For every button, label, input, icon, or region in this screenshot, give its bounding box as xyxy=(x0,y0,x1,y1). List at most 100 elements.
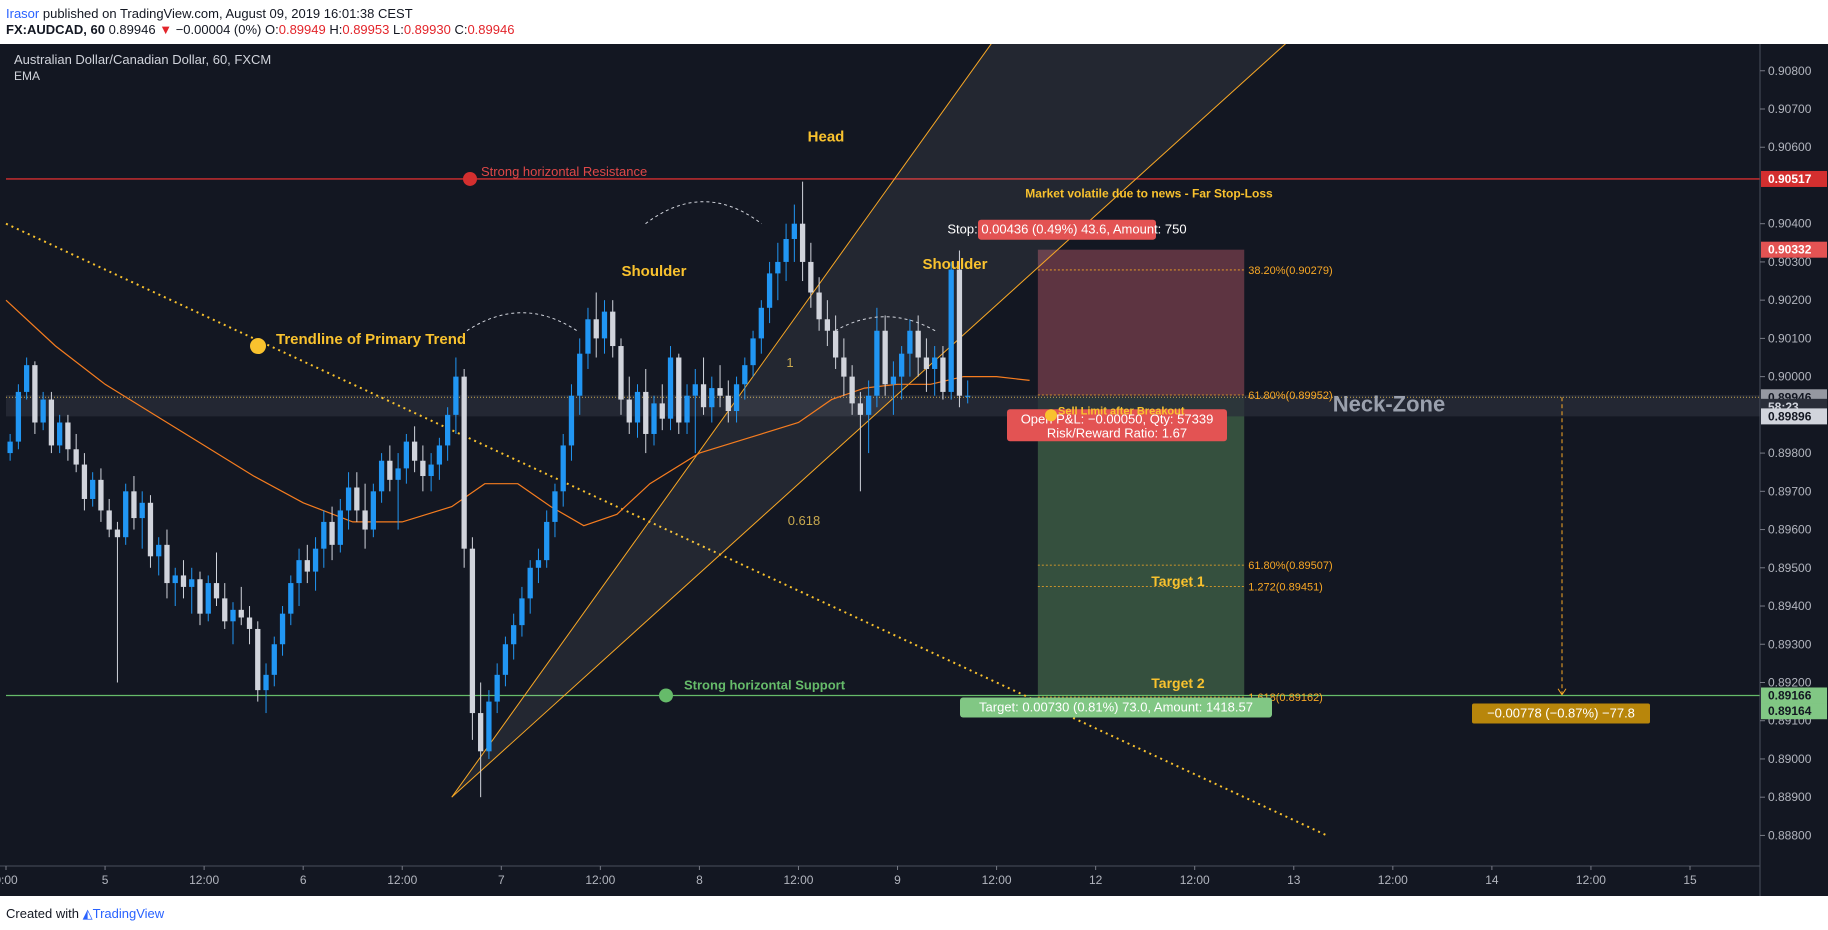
candle-body xyxy=(651,403,657,434)
chart-title: Australian Dollar/Canadian Dollar, 60, F… xyxy=(14,52,271,67)
candle-body xyxy=(428,464,434,477)
high-label: H: xyxy=(329,22,343,37)
target-box: Target: 0.00730 (0.81%) 73.0, Amount: 14… xyxy=(960,697,1272,718)
x-tick-label: 12:00 xyxy=(1576,873,1606,887)
x-tick-label: 12:00 xyxy=(387,873,417,887)
candle-body xyxy=(304,560,310,572)
y-tick-label: 0.90000 xyxy=(1768,370,1812,384)
x-tick-label: 14 xyxy=(1485,873,1499,887)
candle-body xyxy=(98,479,104,511)
candle-body xyxy=(923,357,930,369)
price-label-text: 0.90517 xyxy=(1768,172,1812,186)
x-tick-label: 12:00 xyxy=(982,873,1012,887)
price-label: 0.90517 xyxy=(1761,170,1827,187)
candle-body xyxy=(23,365,30,392)
pnl-box: Open P&L: −0.00050, Qty: 57339Risk/Rewar… xyxy=(1007,409,1227,442)
position-zones xyxy=(1037,249,1245,696)
candle-body xyxy=(717,388,723,396)
target2-label: Target 2 xyxy=(1151,675,1205,691)
author-link[interactable]: Irasor xyxy=(6,6,40,21)
candle-body xyxy=(494,674,500,702)
pnl-box-bg xyxy=(1007,409,1227,442)
primary-trendline xyxy=(5,222,1328,837)
chart-footer: Created with ◭TradingView xyxy=(0,896,1828,930)
candle-body xyxy=(626,399,632,423)
last-price: 0.89946 xyxy=(108,22,156,37)
y-tick-label: 0.89600 xyxy=(1768,523,1812,537)
open-value: 0.89949 xyxy=(278,22,326,37)
y-tick-label: 0.89500 xyxy=(1768,561,1812,575)
candle-body xyxy=(502,644,509,675)
candle-body xyxy=(90,479,96,499)
candle-body xyxy=(865,395,872,415)
candle-body xyxy=(577,353,583,396)
y-tick-label: 0.89200 xyxy=(1768,675,1812,689)
pnl-box-text: Open P&L: −0.00050, Qty: 57339 xyxy=(1021,411,1214,426)
fan-ray xyxy=(451,44,1287,798)
candle-body xyxy=(519,598,525,626)
tradingview-brand[interactable]: TradingView xyxy=(92,906,165,921)
price-label: 0.89164 xyxy=(1761,703,1827,720)
y-tick-label: 0.89800 xyxy=(1768,446,1812,460)
candle-body xyxy=(568,395,575,446)
candle-body xyxy=(849,376,855,404)
candle-body xyxy=(799,223,806,262)
tradingview-logo-icon[interactable]: ◭ xyxy=(82,906,93,921)
close-value: 0.89946 xyxy=(467,22,515,37)
x-tick-label: 6 xyxy=(300,873,307,887)
candle-body xyxy=(15,391,22,442)
candle-body xyxy=(816,292,822,320)
price-chart[interactable]: 38.20%(0.90279) 61.80%(0.89952) 61.80%(0.8… xyxy=(0,44,1828,896)
candle-body xyxy=(593,319,599,339)
y-tick-label: 0.88800 xyxy=(1768,828,1812,842)
price-label-text: 0.89166 xyxy=(1768,688,1812,702)
candle-body xyxy=(907,330,913,354)
candle-body xyxy=(147,502,154,557)
candle-body xyxy=(279,613,286,645)
y-tick-label: 0.90400 xyxy=(1768,217,1812,231)
candle-body xyxy=(511,625,517,645)
stop-box-bg xyxy=(978,219,1156,240)
resistance-label: Strong horizontal Resistance xyxy=(481,164,647,179)
candle-body xyxy=(114,529,121,538)
candle-body xyxy=(742,365,748,385)
chart-background xyxy=(0,44,1828,896)
candle-body xyxy=(461,376,467,549)
candle-body xyxy=(725,395,731,412)
fib-level-label: 1.272(0.89451) xyxy=(1248,582,1323,594)
candle-body xyxy=(32,365,38,423)
y-tick-label: 0.89300 xyxy=(1768,637,1812,651)
x-tick-label: 13 xyxy=(1287,873,1301,887)
candle-body xyxy=(527,567,533,599)
candle-body xyxy=(486,701,492,752)
left-shoulder-arc xyxy=(466,312,578,332)
candle-body xyxy=(444,414,451,446)
time-axis-bg xyxy=(0,866,1760,896)
y-tick-label: 0.90300 xyxy=(1768,255,1812,269)
candle-body xyxy=(40,399,46,423)
y-tick-label: 0.90700 xyxy=(1768,102,1812,116)
x-tick-label: 12:00 xyxy=(1378,873,1408,887)
candle-body xyxy=(395,468,401,480)
candle-body xyxy=(700,384,707,408)
candle-body xyxy=(230,609,236,622)
price-label-bg xyxy=(1761,408,1827,425)
market-note: Market volatile due to news - Far Stop-L… xyxy=(1025,187,1273,201)
candle-body xyxy=(750,338,756,366)
candle-body xyxy=(189,579,195,587)
candle-body xyxy=(312,548,319,572)
y-tick-label: 0.90200 xyxy=(1768,293,1812,307)
symbol-info: FX:AUDCAD, 60 0.89946 ▼ −0.00004 (0%) O:… xyxy=(6,22,514,37)
pnl-box-text: Risk/Reward Ratio: 1.67 xyxy=(1047,425,1187,440)
candle-body xyxy=(783,238,789,262)
neck-zone-band xyxy=(6,394,1760,417)
fan-618-label: 0.618 xyxy=(788,513,821,528)
created-with: Created with ◭TradingView xyxy=(6,906,164,922)
candle-body xyxy=(73,449,79,465)
y-tick-label: 0.89000 xyxy=(1768,752,1812,766)
measure-text: −0.00778 (−0.87%) −77.8 xyxy=(1487,705,1635,720)
ema-line xyxy=(5,299,1030,527)
price-label-bg xyxy=(1761,241,1827,258)
low-label: L: xyxy=(392,22,404,37)
candle-body xyxy=(684,395,690,423)
